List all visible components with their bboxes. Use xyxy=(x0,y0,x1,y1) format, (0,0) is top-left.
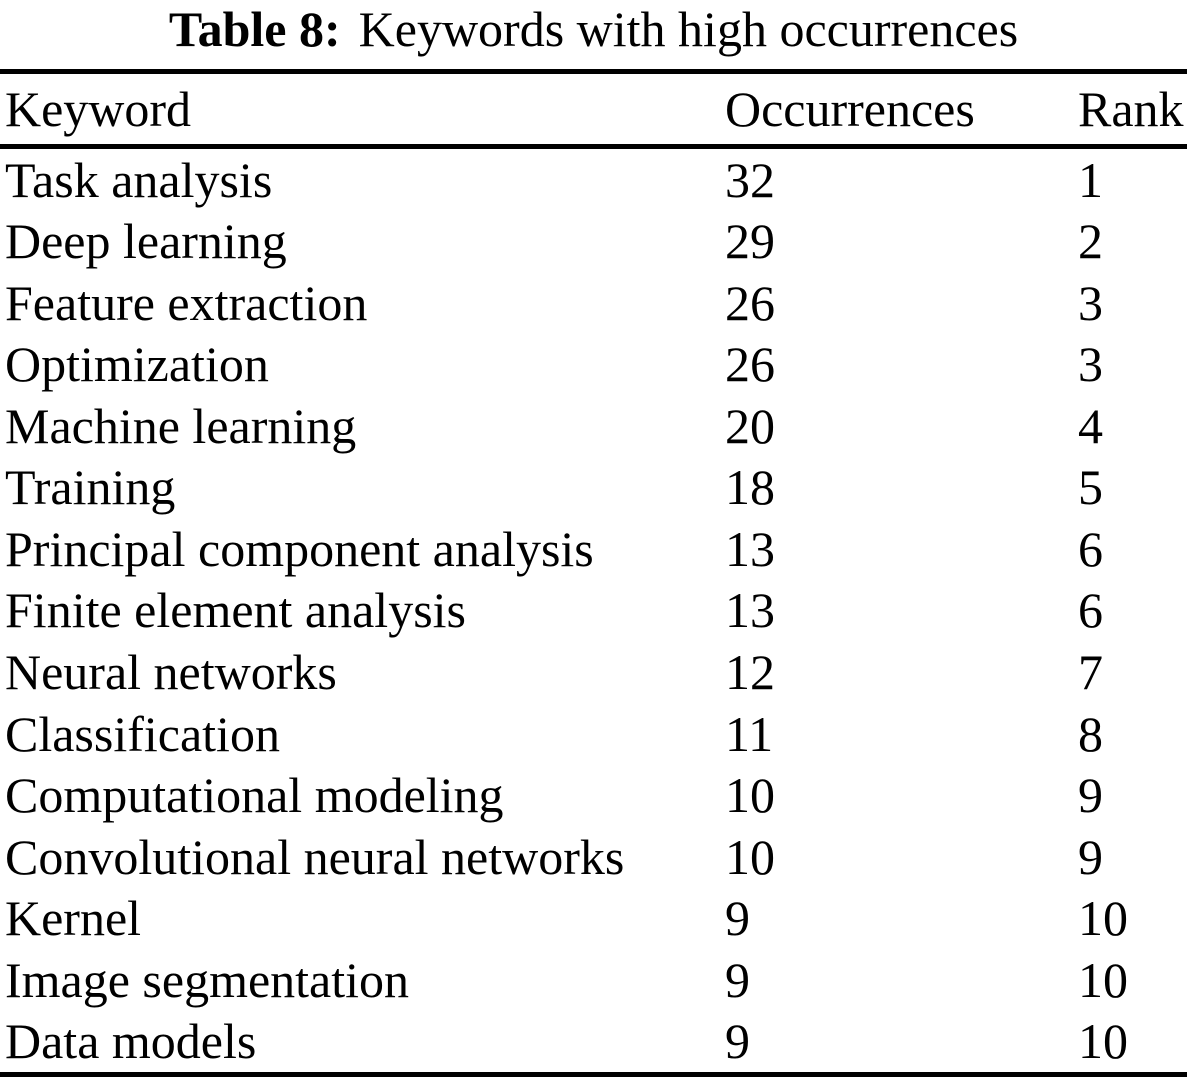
rank-cell: 10 xyxy=(1078,951,1128,1008)
table-top-rule xyxy=(0,69,1187,74)
keyword-cell: Finite element analysis xyxy=(5,582,467,639)
table-body: Task analysis 32 1 Deep learning 29 2 Fe… xyxy=(0,149,1187,1072)
occurrences-cell: 13 xyxy=(725,582,775,639)
keyword-cell: Deep learning xyxy=(5,213,287,270)
table-row: Convolutional neural networks 10 9 xyxy=(0,826,1187,888)
keyword-cell: Training xyxy=(5,459,176,516)
keyword-cell: Data models xyxy=(5,1013,257,1070)
table-row: Feature extraction 26 3 xyxy=(0,272,1187,334)
table-row: Computational modeling 10 9 xyxy=(0,764,1187,826)
table-header-rule xyxy=(0,144,1187,149)
rank-cell: 9 xyxy=(1078,828,1103,885)
header-occurrences: Occurrences xyxy=(725,81,975,137)
occurrences-cell: 9 xyxy=(725,1013,750,1070)
occurrences-cell: 9 xyxy=(725,951,750,1008)
occurrences-cell: 12 xyxy=(725,644,775,701)
rank-cell: 7 xyxy=(1078,644,1103,701)
rank-cell: 4 xyxy=(1078,397,1103,454)
table-row: Kernel 9 10 xyxy=(0,887,1187,949)
rank-cell: 1 xyxy=(1078,151,1103,208)
occurrences-cell: 26 xyxy=(725,336,775,393)
occurrences-cell: 10 xyxy=(725,767,775,824)
table-row: Training 18 5 xyxy=(0,457,1187,519)
keyword-cell: Classification xyxy=(5,705,280,762)
table-row: Principal component analysis 13 6 xyxy=(0,518,1187,580)
table-header-row: Keyword Occurrences Rank xyxy=(0,74,1187,144)
keyword-cell: Optimization xyxy=(5,336,269,393)
occurrences-cell: 20 xyxy=(725,397,775,454)
occurrences-cell: 29 xyxy=(725,213,775,270)
table-caption-text: Keywords with high occurrences xyxy=(358,1,1019,57)
keyword-cell: Computational modeling xyxy=(5,767,504,824)
occurrences-cell: 10 xyxy=(725,828,775,885)
table-row: Task analysis 32 1 xyxy=(0,149,1187,211)
keyword-cell: Feature extraction xyxy=(5,274,368,331)
header-rank: Rank xyxy=(1078,81,1184,137)
rank-cell: 8 xyxy=(1078,705,1103,762)
table-row: Classification 11 8 xyxy=(0,703,1187,765)
keyword-cell: Task analysis xyxy=(5,151,273,208)
keyword-cell: Kernel xyxy=(5,890,142,947)
rank-cell: 6 xyxy=(1078,520,1103,577)
header-keyword: Keyword xyxy=(5,81,192,137)
rank-cell: 10 xyxy=(1078,1013,1128,1070)
table-caption: Table 8: Keywords with high occurrences xyxy=(0,0,1187,58)
occurrences-cell: 18 xyxy=(725,459,775,516)
occurrences-cell: 9 xyxy=(725,890,750,947)
occurrences-cell: 32 xyxy=(725,151,775,208)
keyword-cell: Machine learning xyxy=(5,397,357,454)
rank-cell: 2 xyxy=(1078,213,1103,270)
table-row: Deep learning 29 2 xyxy=(0,211,1187,273)
rank-cell: 3 xyxy=(1078,336,1103,393)
table-row: Data models 9 10 xyxy=(0,1010,1187,1072)
rank-cell: 10 xyxy=(1078,890,1128,947)
keyword-cell: Principal component analysis xyxy=(5,520,594,577)
keyword-cell: Neural networks xyxy=(5,644,337,701)
rank-cell: 5 xyxy=(1078,459,1103,516)
table-row: Finite element analysis 13 6 xyxy=(0,580,1187,642)
rank-cell: 3 xyxy=(1078,274,1103,331)
occurrences-cell: 13 xyxy=(725,520,775,577)
keyword-cell: Convolutional neural networks xyxy=(5,828,625,885)
table-row: Machine learning 20 4 xyxy=(0,395,1187,457)
rank-cell: 9 xyxy=(1078,767,1103,824)
table-row: Optimization 26 3 xyxy=(0,334,1187,396)
occurrences-cell: 11 xyxy=(725,705,774,762)
table-caption-label: Table 8: xyxy=(168,1,341,57)
table-bottom-rule xyxy=(0,1072,1187,1077)
occurrences-cell: 26 xyxy=(725,274,775,331)
keyword-cell: Image segmentation xyxy=(5,951,410,1008)
table-row: Image segmentation 9 10 xyxy=(0,949,1187,1011)
rank-cell: 6 xyxy=(1078,582,1103,639)
table-row: Neural networks 12 7 xyxy=(0,641,1187,703)
